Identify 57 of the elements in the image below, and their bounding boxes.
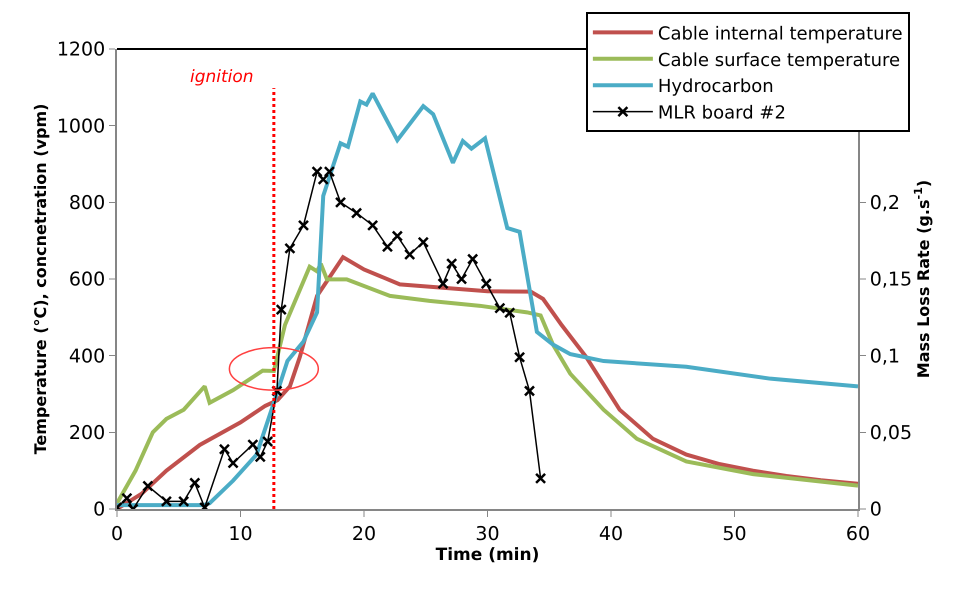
point <box>456 273 468 285</box>
point <box>218 443 230 455</box>
point <box>284 242 296 254</box>
x-tick-label: 60 <box>846 522 870 545</box>
y-tick-label: 200 <box>68 422 106 444</box>
point <box>317 174 329 186</box>
point <box>189 477 201 489</box>
point <box>466 253 478 265</box>
point <box>247 438 259 450</box>
point <box>524 385 536 397</box>
ref-line-label: ignition <box>190 67 254 87</box>
point <box>334 196 346 208</box>
point <box>227 457 239 469</box>
point <box>446 258 458 270</box>
point <box>178 496 190 508</box>
point <box>418 236 430 248</box>
point <box>504 306 516 318</box>
point <box>121 492 133 504</box>
y-tick-label: 400 <box>68 345 106 368</box>
point <box>437 278 449 290</box>
point <box>262 436 274 448</box>
point <box>276 304 288 316</box>
y-tick-label: 1200 <box>56 38 106 61</box>
point <box>254 451 266 463</box>
y2-tick-label: 0,15 <box>870 268 912 291</box>
y2-tick-label: 0 <box>870 498 882 521</box>
legend-label: Cable internal temperature <box>658 23 903 44</box>
point <box>350 207 362 219</box>
y-axis-title: Temperature (°C), concnetration (vpm) <box>31 104 50 454</box>
x-tick-label: 20 <box>352 522 376 545</box>
point <box>366 220 378 232</box>
point <box>382 241 394 253</box>
x-tick-label: 10 <box>228 522 253 545</box>
point <box>142 480 154 492</box>
y-tick-label: 800 <box>68 192 106 214</box>
x-axis-title: Time (min) <box>436 544 540 565</box>
point <box>534 472 546 484</box>
point <box>404 248 416 260</box>
y2-tick-label: 0,2 <box>870 192 900 214</box>
y2-tick-label: 0,1 <box>870 345 900 368</box>
point <box>392 230 404 242</box>
y-tick-label: 1000 <box>56 115 106 138</box>
x-tick-label: 0 <box>110 522 124 545</box>
x-tick-label: 50 <box>722 522 747 545</box>
x-tick-label: 40 <box>598 522 624 545</box>
y-tick-label: 0 <box>93 498 106 521</box>
point <box>298 220 310 232</box>
legend-label: MLR board #2 <box>658 102 786 124</box>
point <box>480 278 492 290</box>
x-tick-label: 30 <box>475 522 500 545</box>
point <box>494 302 506 314</box>
point <box>160 496 172 508</box>
legend-label: Cable surface temperature <box>658 50 900 71</box>
y-tick-label: 600 <box>68 268 106 291</box>
y2-tick-label: 0,05 <box>870 422 912 444</box>
legend-label: Hydrocarbon <box>658 76 774 98</box>
point <box>514 351 526 363</box>
